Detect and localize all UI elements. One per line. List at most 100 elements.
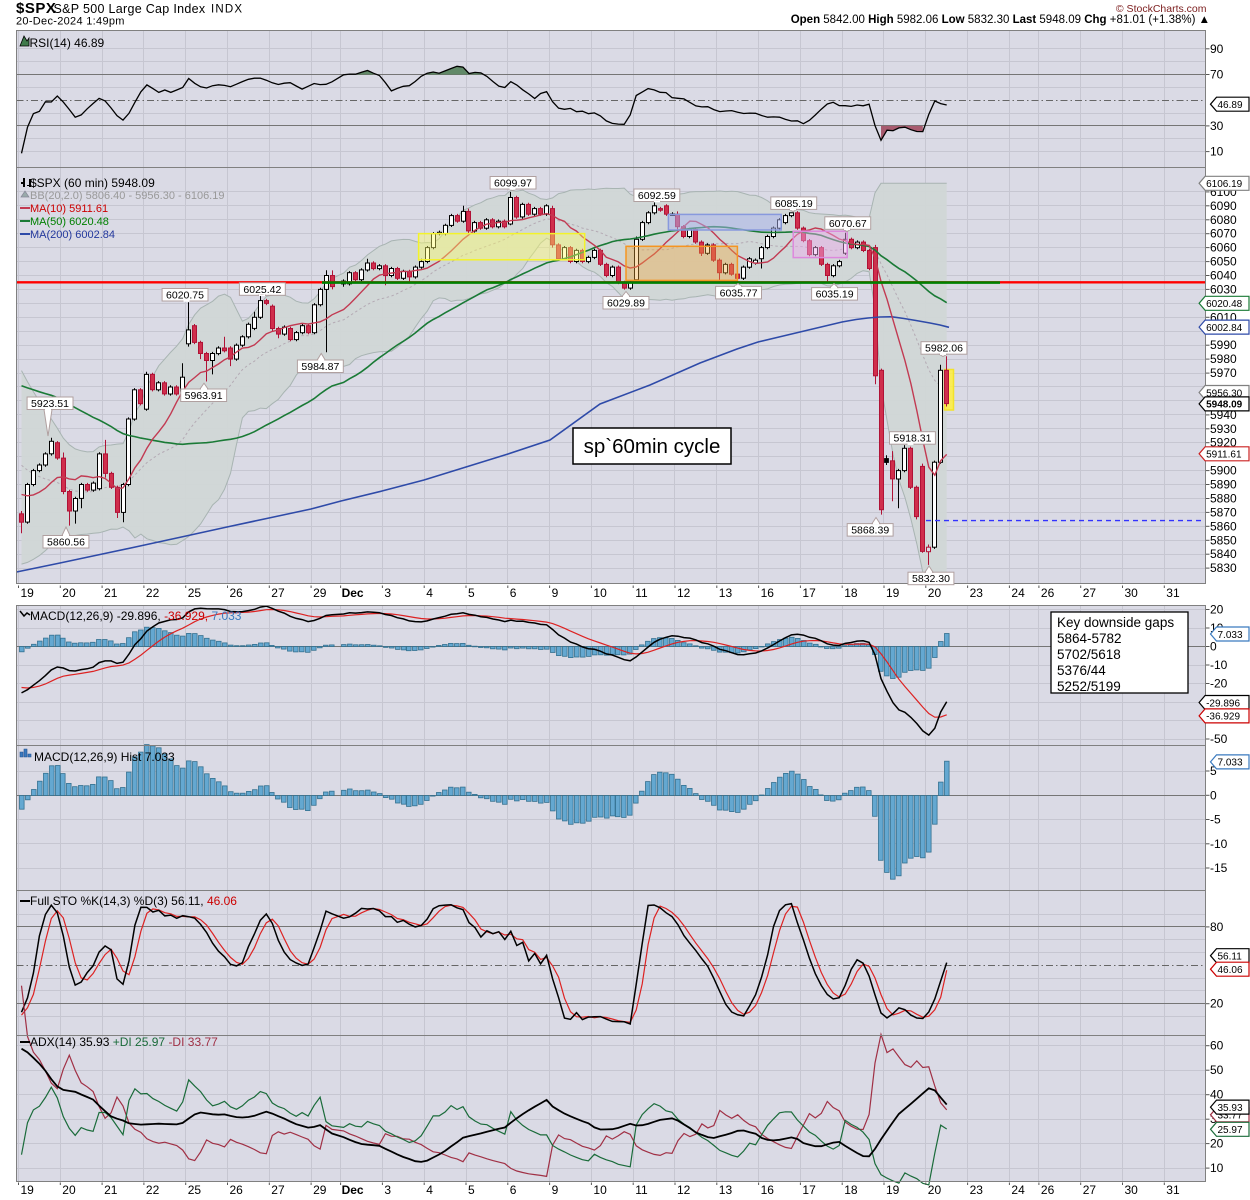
svg-text:27: 27: [1083, 1183, 1097, 1197]
svg-text:29: 29: [313, 586, 327, 600]
svg-text:40: 40: [1210, 1088, 1224, 1102]
svg-text:21: 21: [104, 1183, 118, 1197]
svg-text:-20: -20: [1210, 677, 1228, 691]
svg-text:26: 26: [230, 586, 244, 600]
svg-text:60: 60: [1210, 1039, 1224, 1053]
svg-text:10: 10: [593, 586, 607, 600]
svg-text:35.93: 35.93: [1218, 1103, 1243, 1114]
svg-text:5870: 5870: [1210, 505, 1237, 519]
svg-text:18: 18: [844, 1183, 858, 1197]
svg-text:7.033: 7.033: [1218, 758, 1243, 769]
svg-text:16: 16: [761, 1183, 775, 1197]
svg-text:-15: -15: [1210, 861, 1228, 875]
svg-text:20: 20: [62, 586, 76, 600]
svg-text:26: 26: [1041, 586, 1055, 600]
svg-text:23: 23: [970, 1183, 984, 1197]
svg-text:BB(20,2.0) 5806.40 - 5956.30 -: BB(20,2.0) 5806.40 - 5956.30 - 6106.19: [30, 190, 224, 202]
svg-text:10: 10: [593, 1183, 607, 1197]
svg-text:20: 20: [1210, 997, 1224, 1011]
svg-text:16: 16: [761, 586, 775, 600]
svg-text:25.97: 25.97: [1218, 1125, 1243, 1136]
svg-text:6060: 6060: [1210, 241, 1237, 255]
svg-text:5963.91: 5963.91: [185, 390, 223, 402]
svg-text:0: 0: [1210, 640, 1217, 654]
svg-text:6070.67: 6070.67: [829, 218, 867, 230]
svg-text:5982.06: 5982.06: [925, 343, 963, 355]
svg-text:6070: 6070: [1210, 227, 1237, 241]
svg-text:56.11: 56.11: [1218, 952, 1243, 963]
svg-text:MACD(12,26,9) Hist 7.033: MACD(12,26,9) Hist 7.033: [34, 750, 175, 764]
svg-text:6085.19: 6085.19: [775, 198, 813, 210]
svg-text:33.77: 33.77: [1218, 1111, 1243, 1122]
svg-text:20: 20: [62, 1183, 76, 1197]
svg-text:9: 9: [552, 586, 559, 600]
svg-text:5911.61: 5911.61: [1206, 450, 1242, 461]
svg-text:5990: 5990: [1210, 338, 1237, 352]
svg-text:5948.09: 5948.09: [1206, 400, 1243, 411]
svg-text:27: 27: [271, 1183, 285, 1197]
svg-text:4: 4: [426, 586, 433, 600]
svg-text:3: 3: [384, 1183, 391, 1197]
svg-text:9: 9: [552, 1183, 559, 1197]
svg-text:INDX: INDX: [211, 4, 243, 16]
svg-text:29: 29: [313, 1183, 327, 1197]
svg-text:6050: 6050: [1210, 255, 1237, 269]
svg-text:MACD(12,26,9) -29.896, -36.929: MACD(12,26,9) -29.896, -36.929, 7.033: [30, 609, 242, 623]
svg-text:19: 19: [886, 1183, 900, 1197]
svg-text:27: 27: [271, 586, 285, 600]
svg-text:-10: -10: [1210, 658, 1228, 672]
svg-text:19: 19: [21, 1183, 35, 1197]
svg-text:5880: 5880: [1210, 492, 1237, 506]
svg-text:-36.929: -36.929: [1206, 712, 1240, 723]
svg-text:Open 5842.00 High 5982.06 Low: Open 5842.00 High 5982.06 Low 5832.30 La…: [791, 14, 1210, 26]
svg-text:6029.89: 6029.89: [607, 298, 645, 310]
svg-text:19: 19: [886, 586, 900, 600]
svg-text:MA(50) 6020.48: MA(50) 6020.48: [30, 216, 109, 228]
svg-text:5980: 5980: [1210, 352, 1237, 366]
svg-text:MA(10) 5911.61: MA(10) 5911.61: [30, 203, 108, 215]
svg-text:5830: 5830: [1210, 561, 1237, 575]
svg-text:4: 4: [426, 1183, 433, 1197]
svg-text:12: 12: [677, 586, 691, 600]
svg-text:5970: 5970: [1210, 366, 1237, 380]
svg-text:-5: -5: [1210, 813, 1221, 827]
svg-text:5702/5618: 5702/5618: [1057, 647, 1121, 662]
svg-text:6080: 6080: [1210, 213, 1237, 227]
svg-text:3: 3: [384, 586, 391, 600]
svg-text:5984.87: 5984.87: [301, 361, 339, 373]
svg-text:11: 11: [635, 586, 648, 600]
svg-text:Dec: Dec: [342, 586, 364, 600]
svg-text:70: 70: [1210, 68, 1224, 82]
svg-text:-10: -10: [1210, 837, 1228, 851]
svg-text:30: 30: [1125, 586, 1139, 600]
svg-text:24: 24: [1011, 1183, 1025, 1197]
svg-text:6090: 6090: [1210, 199, 1237, 213]
svg-text:5860.56: 5860.56: [47, 537, 85, 549]
svg-text:sp`60min cycle: sp`60min cycle: [584, 435, 721, 458]
svg-text:6025.42: 6025.42: [243, 284, 281, 296]
svg-text:25: 25: [188, 586, 202, 600]
svg-text:ADX(14) 35.93 +DI 25.97 -DI 33: ADX(14) 35.93 +DI 25.97 -DI 33.77: [30, 1035, 218, 1049]
svg-text:5864-5782: 5864-5782: [1057, 631, 1122, 646]
svg-text:RSI(14) 46.89: RSI(14) 46.89: [30, 36, 105, 50]
svg-text:$SPX (60 min) 5948.09: $SPX (60 min) 5948.09: [30, 176, 155, 190]
svg-text:5930: 5930: [1210, 422, 1237, 436]
svg-text:5: 5: [468, 586, 475, 600]
svg-text:25: 25: [188, 1183, 202, 1197]
svg-text:6002.84: 6002.84: [1206, 323, 1243, 334]
svg-text:22: 22: [146, 586, 160, 600]
svg-text:MA(200) 6002.84: MA(200) 6002.84: [30, 229, 115, 241]
svg-text:20: 20: [1210, 603, 1224, 617]
svg-text:6020.48: 6020.48: [1206, 299, 1243, 310]
svg-text:10: 10: [1210, 1161, 1224, 1175]
svg-text:17: 17: [802, 586, 816, 600]
svg-text:31: 31: [1166, 1183, 1180, 1197]
svg-text:5: 5: [468, 1183, 475, 1197]
svg-text:19: 19: [21, 586, 35, 600]
svg-text:6: 6: [510, 1183, 517, 1197]
svg-text:5900: 5900: [1210, 464, 1237, 478]
svg-text:90: 90: [1210, 42, 1224, 56]
svg-text:5890: 5890: [1210, 478, 1237, 492]
svg-text:Dec: Dec: [342, 1183, 364, 1197]
svg-text:13: 13: [719, 1183, 733, 1197]
